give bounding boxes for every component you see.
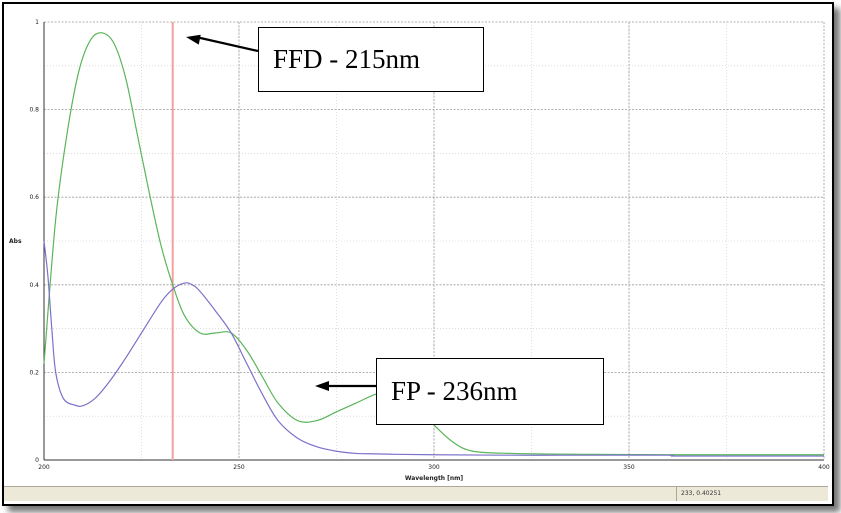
y-tick-labels: 0 0.2 0.4 0.6 0.8 1 <box>29 19 39 464</box>
series-line-1 <box>43 32 824 456</box>
x-tick-label: 350 <box>623 464 635 471</box>
y-tick-label: 0.6 <box>29 194 39 201</box>
arrow-ffd-shaft <box>195 35 259 53</box>
cursor-readout: 233, 0.40251 <box>676 487 721 501</box>
x-tick-label: 250 <box>233 464 245 471</box>
arrow-ffd-head <box>186 34 201 45</box>
x-tick-label: 300 <box>428 464 440 471</box>
y-tick-label: 1 <box>35 19 39 26</box>
y-tick-label: 0.2 <box>29 369 39 376</box>
y-tick-label: 0 <box>35 457 39 464</box>
x-tick-label: 200 <box>38 464 50 471</box>
arrow-fp-head <box>315 381 329 391</box>
y-tick-label: 0.4 <box>29 282 39 289</box>
data-series <box>43 32 824 457</box>
x-tick-labels: 200 250 300 350 400 <box>38 464 830 471</box>
status-bar: 233, 0.40251 <box>4 486 828 501</box>
annotation-arrows <box>186 34 376 391</box>
series-line-2 <box>43 240 824 457</box>
x-tick-label: 400 <box>818 464 830 471</box>
x-axis-label: Wavelength [nm] <box>405 475 464 482</box>
y-axis-label: Abs <box>9 238 22 245</box>
y-tick-label: 0.8 <box>29 107 39 114</box>
annotation-ffd: FFD - 215nm <box>258 27 484 92</box>
annotation-fp: FP - 236nm <box>376 358 604 425</box>
